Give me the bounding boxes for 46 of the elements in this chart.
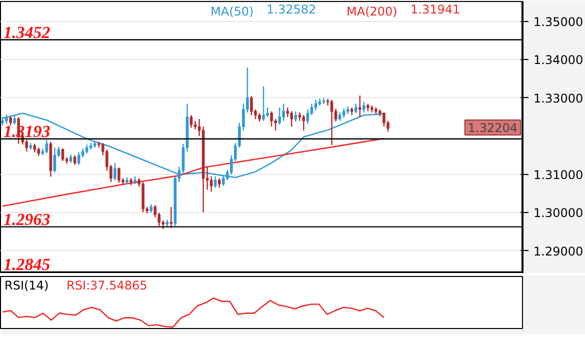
candlestick: [322, 97, 326, 105]
candlestick: [278, 106, 281, 126]
text: MA(50): [210, 4, 254, 18]
candlestick: [77, 152, 80, 166]
text: MA(200): [346, 4, 398, 18]
annotation: 1.32582: [266, 2, 316, 16]
candlestick: [342, 108, 346, 118]
candlestick: [266, 106, 269, 118]
candlestick: [25, 139, 28, 152]
candlestick: [218, 178, 221, 188]
ref-line-label: 1.3452: [4, 22, 51, 42]
candlestick: [306, 108, 310, 125]
candlestick: [314, 99, 318, 111]
candlestick: [118, 166, 120, 184]
candlestick: [73, 154, 76, 166]
candlestick: [262, 86, 265, 122]
ref-line-label: 1.2963: [4, 210, 51, 229]
candlestick: [290, 110, 294, 128]
candlestick: [190, 114, 193, 128]
candlestick: [170, 206, 173, 229]
chart-title: RSI(14): [4, 278, 49, 292]
candlestick: [286, 106, 290, 118]
annotation: 1.31941: [410, 2, 460, 16]
candlestick: [270, 110, 273, 128]
y-tick-label: 1.31000: [534, 168, 584, 182]
candlestick: [282, 103, 285, 122]
y-tick-label: 1.30000: [534, 206, 584, 220]
candlestick: [302, 114, 306, 132]
candlestick: [362, 101, 366, 114]
candlestick: [210, 176, 213, 192]
candlestick: [294, 110, 298, 122]
ref-line-label: 1.2845: [4, 254, 51, 274]
text: RSI:37.54865: [66, 278, 148, 292]
candlestick: [45, 139, 48, 154]
candlestick: [61, 148, 64, 162]
y-tick-label: 1.29000: [534, 244, 584, 258]
candlestick: [250, 95, 253, 116]
annotation: 1.32204: [468, 121, 518, 135]
candlestick: [358, 95, 362, 118]
candlestick: [114, 162, 116, 181]
candlestick: [382, 112, 386, 128]
y-tick-label: 1.35000: [534, 14, 584, 29]
y-tick-label: 1.33000: [534, 91, 584, 106]
candlestick: [53, 147, 56, 174]
candlestick: [354, 103, 358, 114]
y-tick-label: 1.34000: [534, 53, 584, 68]
